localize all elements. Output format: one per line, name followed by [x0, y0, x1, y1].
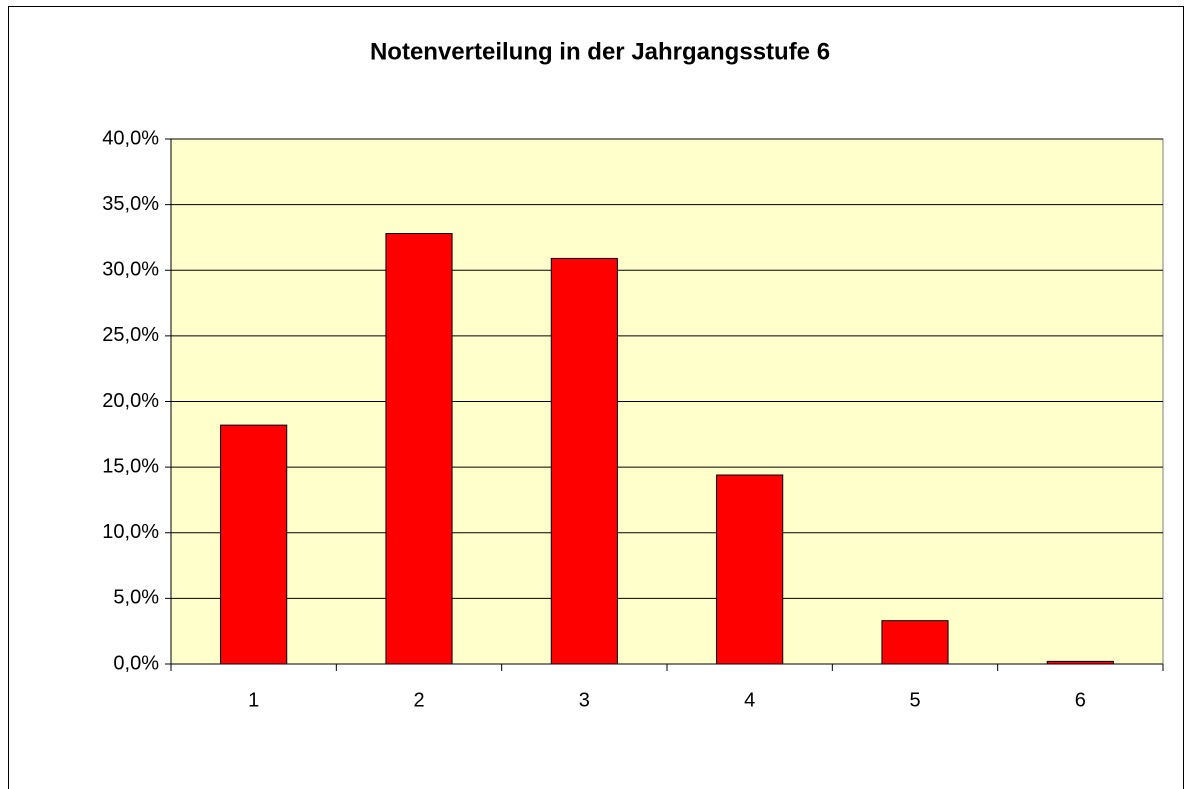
y-tick-label: 35,0%	[102, 193, 159, 215]
y-tick-label: 20,0%	[102, 390, 159, 412]
bar	[881, 620, 949, 665]
y-tick-label: 30,0%	[102, 259, 159, 281]
bar	[716, 474, 784, 665]
y-tick-label: 0,0%	[113, 652, 159, 674]
x-tick-label: 6	[1075, 689, 1086, 711]
y-tick-label: 15,0%	[102, 455, 159, 477]
y-tick-label: 10,0%	[102, 521, 159, 543]
x-tick-label: 5	[909, 689, 920, 711]
bar	[1046, 660, 1114, 665]
chart-title: Notenverteilung in der Jahrgangsstufe 6	[370, 38, 830, 65]
x-tick-label: 2	[413, 689, 424, 711]
x-tick-label: 4	[744, 689, 755, 711]
bar	[220, 424, 288, 665]
y-tick-label: 25,0%	[102, 324, 159, 346]
y-tick-label: 40,0%	[102, 127, 159, 149]
bar	[385, 233, 453, 665]
y-tick-label: 5,0%	[113, 587, 159, 609]
x-tick-label: 1	[248, 689, 259, 711]
x-tick-label: 3	[579, 689, 590, 711]
chart-frame	[8, 6, 1184, 789]
bar	[550, 257, 618, 665]
